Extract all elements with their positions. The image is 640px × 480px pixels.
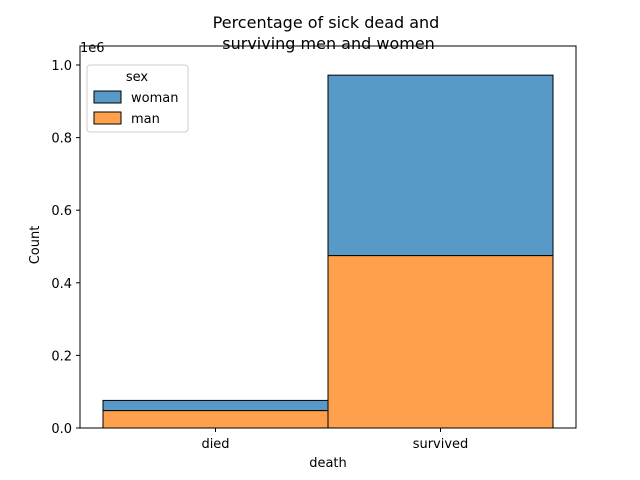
plot-frame — [79, 45, 577, 429]
y-offset-label: 1e6 — [80, 41, 105, 56]
legend-title: sex — [126, 70, 149, 85]
y-tick-label: 0.2 — [51, 349, 72, 364]
x-axis-label: death — [309, 456, 347, 471]
y-tick-label: 0.0 — [51, 422, 72, 437]
bar-woman-died — [102, 399, 329, 412]
legend-label-woman: woman — [131, 91, 178, 106]
chart-title-line-1: Percentage of sick dead and — [213, 13, 440, 32]
y-axis-ticks: 0.0 0.2 0.4 0.6 0.8 1.0 — [51, 59, 80, 437]
x-tick-label-died: died — [201, 437, 229, 452]
y-tick-label: 0.6 — [51, 204, 72, 219]
bar-man-survived — [327, 255, 554, 429]
legend: sex woman man — [86, 64, 189, 133]
x-axis-ticks: died survived — [201, 428, 468, 452]
y-axis-label: Count — [28, 226, 43, 265]
legend-swatch-man — [93, 111, 122, 125]
x-tick-label-survived: survived — [413, 437, 469, 452]
bar-woman-survived — [327, 74, 554, 257]
y-tick-label: 1.0 — [51, 59, 72, 74]
y-tick-label: 0.4 — [51, 277, 72, 292]
bar-man-died — [102, 410, 329, 429]
legend-label-man: man — [131, 112, 160, 127]
chart-title-line-2: surviving men and women — [217, 34, 435, 53]
legend-swatch-woman — [93, 90, 122, 104]
bars-group — [102, 74, 554, 429]
y-tick-label: 0.8 — [51, 132, 72, 147]
